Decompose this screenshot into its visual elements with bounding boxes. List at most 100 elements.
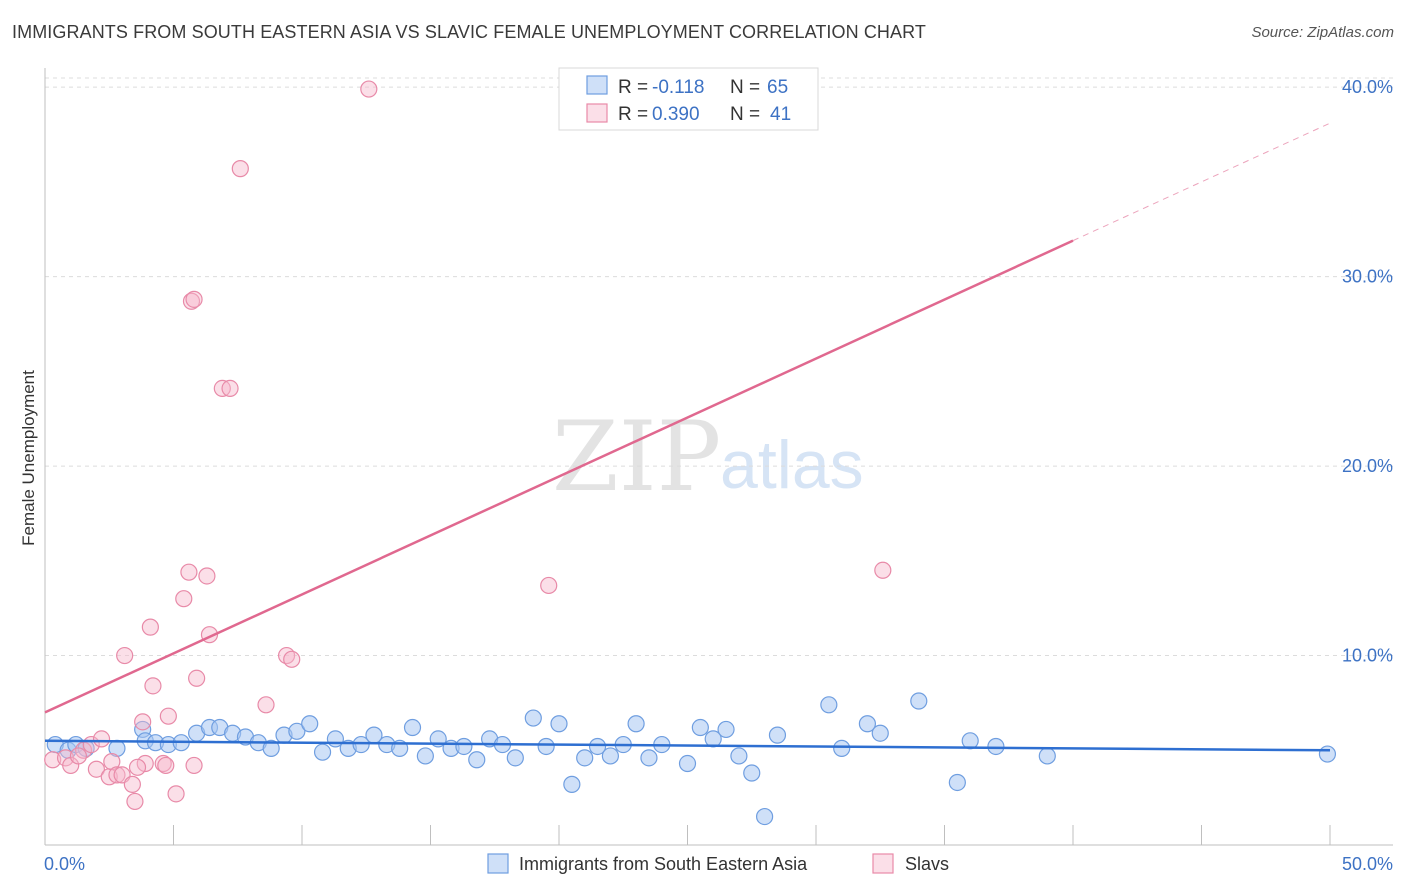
point-immigrants-38 [550,715,568,733]
point-immigrants-32 [468,751,486,769]
point-immigrants-39 [563,775,581,793]
point-immigrants-16 [262,739,280,757]
legend-n-label-0: N = [730,77,760,98]
point-slavs-25 [180,563,198,581]
series-legend: Immigrants from South Eastern Asia Slavs [487,853,949,874]
point-slavs-14 [126,792,144,811]
point-immigrants-56 [833,739,851,757]
watermark-zip: ZIP [552,401,721,513]
point-slavs-24 [175,590,193,608]
x-tick-label-max: 50.0% [1342,854,1393,874]
legend-n-value-0: 65 [767,77,788,98]
point-slavs-29 [198,567,216,585]
point-immigrants-57 [858,715,877,733]
point-immigrants-47 [678,754,697,773]
point-immigrants-31 [455,737,473,756]
legend-r-value-0: -0.118 [652,77,704,98]
point-immigrants-53 [755,807,774,826]
point-slavs-31 [221,379,239,397]
legend-n-value-1: 41 [770,104,791,125]
x-tick-label-min: 0.0% [44,854,85,874]
point-immigrants-23 [352,735,370,754]
point-immigrants-54 [768,726,787,744]
point-immigrants-44 [627,715,645,733]
point-immigrants-52 [743,764,761,782]
y-tick-label-10: 10.0% [1342,646,1393,666]
point-slavs-38 [360,80,378,98]
trend-line-immigrants [44,739,1331,752]
point-immigrants-51 [730,747,748,765]
y-tick-label-30: 30.0% [1342,267,1393,287]
legend-r-label-0: R = [618,77,648,98]
bottom-legend-label-slavs: Slavs [905,854,949,874]
point-immigrants-48 [691,718,709,737]
point-immigrants-42 [601,747,620,765]
point-immigrants-37 [537,737,555,756]
point-slavs-37 [283,650,301,668]
point-slavs-39 [540,576,558,595]
bottom-legend-swatch-blue [487,853,509,874]
watermark-atlas: atlas [720,427,864,503]
point-immigrants-64 [1318,745,1337,763]
y-axis-tick-labels: 10.0% 20.0% 30.0% 40.0% [1342,77,1393,665]
correlation-legend: R = -0.118 N = 65 R = 0.390 N = 41 [558,67,819,131]
point-slavs-17 [128,758,147,776]
point-slavs-33 [182,292,201,310]
point-slavs-19 [144,677,162,695]
point-immigrants-28 [416,747,434,765]
point-immigrants-36 [524,709,542,727]
point-slavs-13 [123,775,141,793]
bottom-legend-swatch-pink [872,853,894,874]
point-immigrants-27 [403,718,422,737]
point-slavs-23 [167,785,185,803]
legend-r-label-1: R = [618,104,648,125]
point-slavs-35 [257,696,275,714]
point-immigrants-58 [871,724,889,742]
point-slavs-26 [185,756,203,775]
trend-lines [44,122,1331,752]
point-slavs-21 [157,756,175,775]
point-immigrants-41 [588,737,607,756]
point-slavs-7 [92,730,111,748]
y-tick-label-20: 20.0% [1342,456,1393,476]
y-axis-title: Female Unemployment [19,370,38,546]
series-immigrants-sea-points [46,692,1337,826]
point-slavs-15 [134,713,152,731]
point-slavs-27 [188,669,206,687]
legend-swatch-blue [586,75,608,95]
point-slavs-9 [103,753,121,771]
legend-r-value-1: 0.390 [652,104,700,125]
chart-title: IMMIGRANTS FROM SOUTH EASTERN ASIA VS SL… [12,22,927,42]
point-immigrants-18 [288,722,306,740]
point-slavs-6 [69,747,88,765]
source-credit: Source: ZipAtlas.com [1251,24,1394,41]
point-immigrants-20 [313,743,332,761]
point-slavs-34 [185,290,203,308]
point-slavs-12 [116,646,134,665]
point-slavs-18 [141,618,159,636]
point-slavs-40 [874,561,892,579]
point-immigrants-55 [820,696,838,714]
point-immigrants-50 [717,720,735,739]
point-immigrants-63 [1038,747,1056,765]
point-immigrants-62 [987,737,1005,756]
point-slavs-0 [44,751,62,769]
y-tick-label-40: 40.0% [1342,77,1393,97]
point-immigrants-45 [640,749,658,767]
point-immigrants-40 [576,749,594,767]
point-immigrants-35 [506,749,524,767]
point-slavs-22 [159,707,177,725]
legend-swatch-pink [586,103,608,123]
point-immigrants-59 [910,692,928,710]
point-slavs-5 [87,760,106,778]
point-immigrants-60 [948,773,966,792]
bottom-legend-label-immigrants: Immigrants from South Eastern Asia [519,854,808,874]
trend-line-slavs [44,239,1074,714]
x-axis-ticks [44,825,1331,845]
point-immigrants-19 [301,715,319,733]
point-slavs-32 [231,160,249,178]
legend-n-label-1: N = [730,104,760,125]
point-slavs-10 [108,766,126,784]
trend-line-slavs-extrapolated [1072,122,1331,242]
